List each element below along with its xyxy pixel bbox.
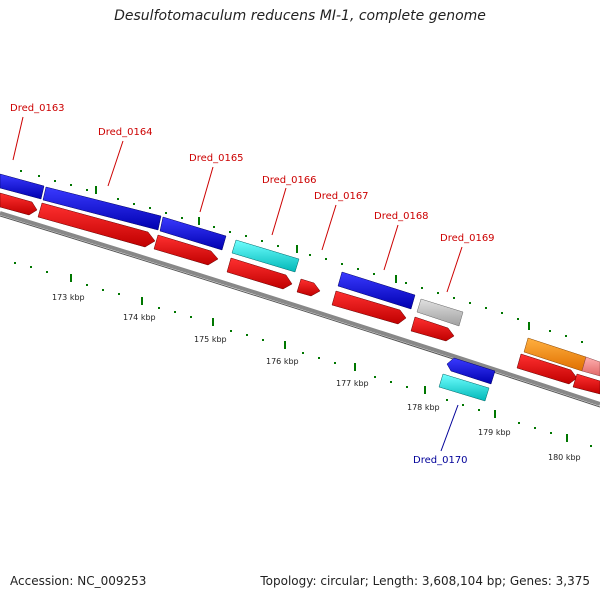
leader-line-0167 <box>321 204 337 251</box>
gene-label-0169[interactable]: Dred_0169 <box>440 233 495 244</box>
genome-backbone-shadow <box>0 215 600 408</box>
reverse-strand-features <box>438 357 496 402</box>
kbp-label-176: 176 kbp <box>266 357 299 366</box>
kbp-label-174: 174 kbp <box>123 313 156 322</box>
red-arrow[interactable] <box>37 202 156 248</box>
leader-line-0165 <box>199 166 214 213</box>
red-arrow[interactable] <box>410 316 455 342</box>
gene-label-0167[interactable]: Dred_0167 <box>314 191 369 202</box>
feature-pink[interactable] <box>581 356 600 377</box>
feature-blue-reverse[interactable] <box>446 357 496 385</box>
feature-dred-0170[interactable] <box>438 373 490 402</box>
gene-label-0165[interactable]: Dred_0165 <box>189 153 244 164</box>
accession-text: Accession: NC_009253 <box>10 574 147 588</box>
kbp-label-177: 177 kbp <box>336 379 369 388</box>
feature-dred-0168[interactable] <box>337 271 416 310</box>
inner-tick-track <box>14 262 592 447</box>
kbp-label-175: 175 kbp <box>194 335 227 344</box>
red-arrow[interactable] <box>296 278 321 297</box>
outer-tick-track <box>20 170 583 343</box>
gene-label-0163[interactable]: Dred_0163 <box>10 103 65 114</box>
leader-line-0166 <box>271 187 287 236</box>
red-arrow[interactable] <box>153 234 219 266</box>
red-arrow[interactable] <box>226 257 293 290</box>
red-arrow[interactable] <box>331 290 407 325</box>
red-arrow[interactable] <box>516 353 578 385</box>
red-arrow[interactable] <box>0 192 38 216</box>
feature-dred-0169[interactable] <box>416 298 464 327</box>
leader-line-0168 <box>383 224 399 271</box>
feature-dred-0164[interactable] <box>42 186 162 231</box>
kbp-label-180: 180 kbp <box>548 453 581 462</box>
gene-label-0164[interactable]: Dred_0164 <box>98 127 153 138</box>
genome-summary-text: Topology: circular; Length: 3,608,104 bp… <box>260 574 590 588</box>
leader-line-0163 <box>12 116 24 161</box>
leader-line-0164 <box>107 140 124 187</box>
leader-line-0169 <box>446 246 463 293</box>
red-arrow-features <box>0 192 600 395</box>
kbp-label-178: 178 kbp <box>407 403 440 412</box>
gene-label-0166[interactable]: Dred_0166 <box>262 175 317 186</box>
gene-label-0168[interactable]: Dred_0168 <box>374 211 429 222</box>
forward-strand-features <box>0 173 600 377</box>
genome-backbone <box>0 211 600 406</box>
feature-dred-0166[interactable] <box>231 239 300 273</box>
leader-line-0170 <box>440 404 459 452</box>
map-title: Desulfotomaculum reducens MI-1, complete… <box>114 8 486 24</box>
gene-label-0170[interactable]: Dred_0170 <box>413 455 468 466</box>
feature-dred-0163[interactable] <box>0 173 45 200</box>
kbp-label-173: 173 kbp <box>52 293 85 302</box>
leader-lines <box>12 116 463 452</box>
kbp-label-179: 179 kbp <box>478 428 511 437</box>
red-arrow[interactable] <box>572 373 600 395</box>
feature-dred-0165[interactable] <box>159 216 227 251</box>
